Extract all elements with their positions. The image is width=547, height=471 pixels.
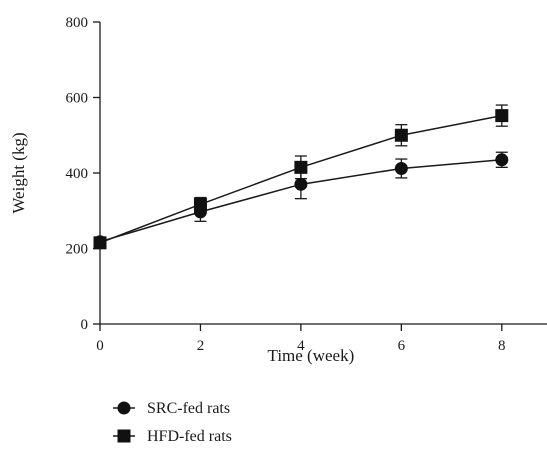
- data-point: [394, 161, 408, 175]
- x-tick-label: 4: [297, 338, 305, 354]
- y-axis-title: Weight (kg): [9, 132, 28, 213]
- x-tick-label: 6: [398, 338, 406, 354]
- legend-marker: [117, 429, 131, 443]
- legend: SRC-fed rats HFD-fed rats: [113, 400, 232, 445]
- legend-label: HFD-fed rats: [147, 428, 232, 445]
- legend-item: HFD-fed rats: [113, 428, 232, 445]
- legend-item: SRC-fed rats: [113, 400, 230, 417]
- x-axis-title: Time (week): [268, 346, 355, 365]
- data-point: [495, 109, 509, 123]
- markers-square: [93, 109, 509, 250]
- x-tick-label: 0: [96, 338, 104, 354]
- y-ticks: 0 200 400 600 800: [66, 15, 100, 333]
- legend-marker: [117, 401, 131, 415]
- data-point: [495, 153, 509, 167]
- y-tick-label: 200: [66, 242, 89, 258]
- legend-label: SRC-fed rats: [147, 400, 230, 417]
- x-tick-label: 2: [197, 338, 205, 354]
- axes: [99, 22, 547, 325]
- data-point: [93, 236, 107, 250]
- data-point: [294, 160, 308, 174]
- y-tick-label: 400: [66, 166, 89, 182]
- data-point: [193, 197, 207, 211]
- y-tick-label: 0: [81, 317, 89, 333]
- x-tick-label: 8: [498, 338, 506, 354]
- data-point: [294, 177, 308, 191]
- y-tick-label: 800: [66, 15, 89, 31]
- data-point: [394, 128, 408, 142]
- plot-area: [93, 104, 509, 250]
- x-ticks: 0 2 4 6 8: [96, 324, 506, 354]
- y-tick-label: 600: [66, 91, 89, 107]
